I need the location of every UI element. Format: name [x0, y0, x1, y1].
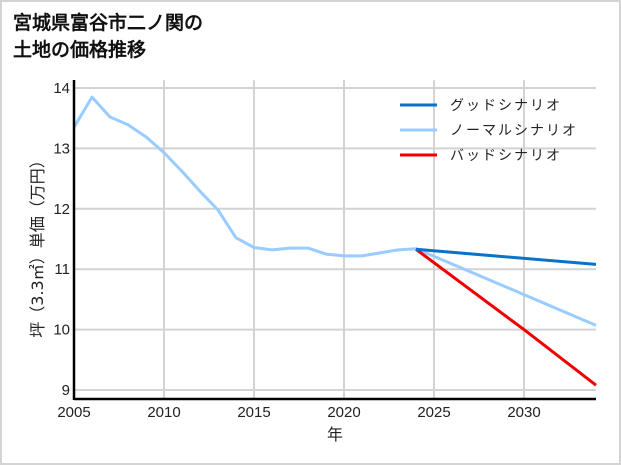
- x-axis-label: 年: [327, 425, 343, 444]
- x-tick-label: 2025: [417, 404, 450, 421]
- y-tick-label: 9: [62, 382, 70, 399]
- y-axis-ticks: 9 10 11 12 13 14: [53, 80, 70, 399]
- series-lines: [72, 95, 597, 387]
- y-tick-label: 10: [53, 322, 70, 339]
- legend-label: バッドシナリオ: [450, 148, 562, 164]
- x-tick-label: 2015: [237, 404, 270, 421]
- series-line-0: [415, 247, 597, 266]
- legend-label: グッドシナリオ: [450, 98, 562, 114]
- legend-label: ノーマルシナリオ: [450, 123, 578, 139]
- y-tick-label: 11: [54, 261, 70, 278]
- series-line-1: [72, 95, 597, 327]
- chart-title-line2: 土地の価格推移: [13, 39, 147, 61]
- x-tick-label: 2030: [507, 404, 540, 421]
- chart-title-line1: 宮城県富谷市二ノ関の: [13, 12, 204, 34]
- chart-title: 宮城県富谷市二ノ関の 土地の価格推移: [13, 10, 203, 64]
- x-tick-label: 2020: [327, 404, 360, 421]
- y-tick-label: 13: [53, 140, 70, 157]
- series-line-2: [415, 248, 597, 387]
- grid-lines: [74, 80, 596, 399]
- x-axis-ticks: 2005 2010 2015 2020 2025 2030: [57, 404, 540, 421]
- x-tick-label: 2010: [147, 404, 180, 421]
- y-tick-label: 14: [53, 80, 70, 97]
- y-axis-label: 坪（3.3㎡）単価（万円）: [28, 152, 47, 337]
- y-tick-label: 12: [53, 201, 70, 218]
- x-tick-label: 2005: [57, 404, 90, 421]
- axes: [72, 80, 596, 401]
